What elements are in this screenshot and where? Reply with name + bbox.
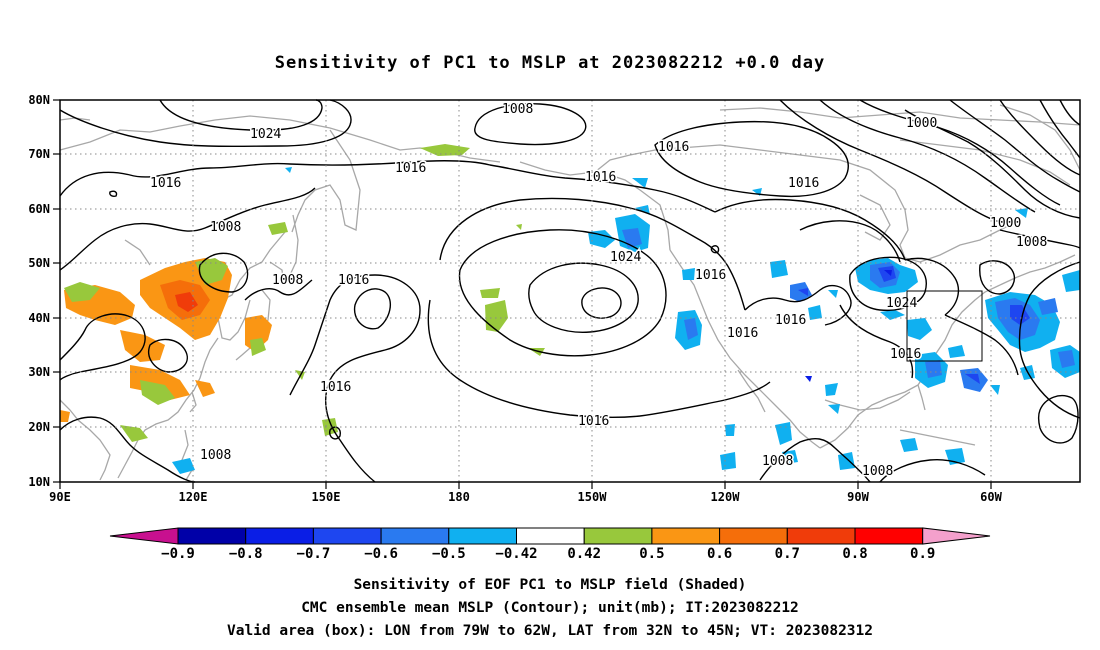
contour-label: 1000 — [990, 216, 1021, 231]
colorbar-cell — [854, 527, 924, 545]
colorbar-tick-label: 0.6 — [707, 546, 732, 562]
colorbar-tick-label: 0.8 — [842, 546, 867, 562]
lat-tick-label: 10N — [28, 475, 50, 489]
contour-label: 1016 — [585, 170, 616, 185]
colorbar-tick-label: 0.7 — [775, 546, 800, 562]
colorbar-above-max-triangle — [922, 527, 991, 545]
contour-label: 1008 — [1016, 235, 1047, 250]
lon-tick-label: 150W — [578, 490, 608, 504]
contour-label: 1016 — [578, 414, 609, 429]
colorbar-cell — [516, 527, 585, 545]
contour-label: 1008 — [762, 454, 793, 469]
contour-label: 1016 — [727, 326, 758, 341]
contour-label: 1024 — [610, 250, 641, 265]
colorbar-below-min-triangle — [109, 527, 179, 545]
colorbar-labels: −0.9 −0.8 −0.7 −0.6 −0.5 −0.42 0.42 0.5 0.6 0.7 0.… — [161, 546, 935, 562]
colorbar-cell — [583, 527, 653, 545]
colorbar-cell — [719, 527, 788, 545]
lon-tick-label: 90E — [49, 490, 71, 504]
colorbar-tick-label: −0.42 — [495, 546, 537, 562]
lon-tick-label: 150E — [312, 490, 341, 504]
contour-label: 1016 — [695, 268, 726, 283]
colorbar-tick-label: −0.8 — [229, 546, 263, 562]
lat-tick-label: 50N — [28, 256, 50, 270]
colorbar-cell — [312, 527, 382, 545]
colorbar-tick-label: 0.5 — [639, 546, 664, 562]
contour-label: 1016 — [320, 380, 351, 395]
valid-area-box — [906, 290, 983, 362]
map-frame — [59, 99, 1081, 483]
caption-line-2: CMC ensemble mean MSLP (Contour); unit(m… — [301, 600, 799, 616]
colorbar-cells — [109, 527, 991, 545]
contour-label: 1016 — [150, 176, 181, 191]
caption-line-1: Sensitivity of EOF PC1 to MSLP field (Sh… — [354, 577, 747, 593]
lon-axis: 90E 120E 150E 180 150W 120W 90W 60W — [49, 482, 1003, 504]
map-panel: 1008 1024 1016 1016 1016 1016 1000 1008 … — [59, 99, 1081, 483]
colorbar-cell — [786, 527, 856, 545]
caption-line-3: Valid area (box): LON from 79W to 62W, L… — [227, 623, 873, 639]
coastlines — [59, 104, 1081, 481]
lat-tick-label: 30N — [28, 365, 50, 379]
sensitivity-shading — [60, 144, 1080, 474]
colorbar-tick-label: −0.7 — [297, 546, 331, 562]
lon-tick-label: 120E — [179, 490, 208, 504]
contour-label: 1016 — [788, 176, 819, 191]
lat-tick-label: 60N — [28, 202, 50, 216]
colorbar-tick-label: 0.42 — [567, 546, 601, 562]
contour-label: 1008 — [862, 464, 893, 479]
lon-tick-label: 60W — [980, 490, 1002, 504]
contour-label: 1016 — [338, 273, 369, 288]
contour-label: 1016 — [890, 347, 921, 362]
contour-label: 1008 — [200, 448, 231, 463]
lat-axis: 80N 70N 60N 50N 40N 30N 20N 10N — [28, 93, 60, 489]
contour-label: 1016 — [395, 161, 426, 176]
contour-label: 1016 — [775, 313, 806, 328]
map-title: Sensitivity of PC1 to MSLP at 2023082212… — [275, 53, 826, 73]
contour-label: 1008 — [272, 273, 303, 288]
contour-label: 1024 — [250, 127, 281, 142]
mslp-contours — [59, 99, 1081, 483]
contour-label-group: 1008 1024 1016 1016 1016 1016 1000 1008 … — [149, 101, 1049, 481]
colorbar-cell — [177, 527, 247, 545]
lat-tick-label: 40N — [28, 311, 50, 325]
contour-label: 1008 — [210, 220, 241, 235]
contour-label: 1016 — [658, 140, 689, 155]
lon-tick-label: 120W — [711, 490, 741, 504]
colorbar: −0.9 −0.8 −0.7 −0.6 −0.5 −0.42 0.42 0.5 0.6 0.7 0.… — [109, 527, 991, 562]
lon-tick-label: 180 — [448, 490, 470, 504]
colorbar-cell — [380, 527, 450, 545]
contour-label: 1000 — [906, 116, 937, 131]
contour-label: 1008 — [502, 102, 533, 117]
lat-tick-label: 80N — [28, 93, 50, 107]
lat-tick-label: 70N — [28, 147, 50, 161]
colorbar-cell — [245, 527, 314, 545]
colorbar-tick-label: −0.6 — [364, 546, 398, 562]
grid-lines — [60, 100, 1080, 482]
colorbar-tick-label: −0.5 — [432, 546, 466, 562]
colorbar-tick-label: −0.9 — [161, 546, 195, 562]
lat-tick-label: 20N — [28, 420, 50, 434]
lon-tick-label: 90W — [847, 490, 869, 504]
colorbar-tick-label: 0.9 — [910, 546, 935, 562]
colorbar-cell — [651, 527, 721, 545]
contour-label: 1024 — [886, 296, 917, 311]
colorbar-cell — [448, 527, 517, 545]
